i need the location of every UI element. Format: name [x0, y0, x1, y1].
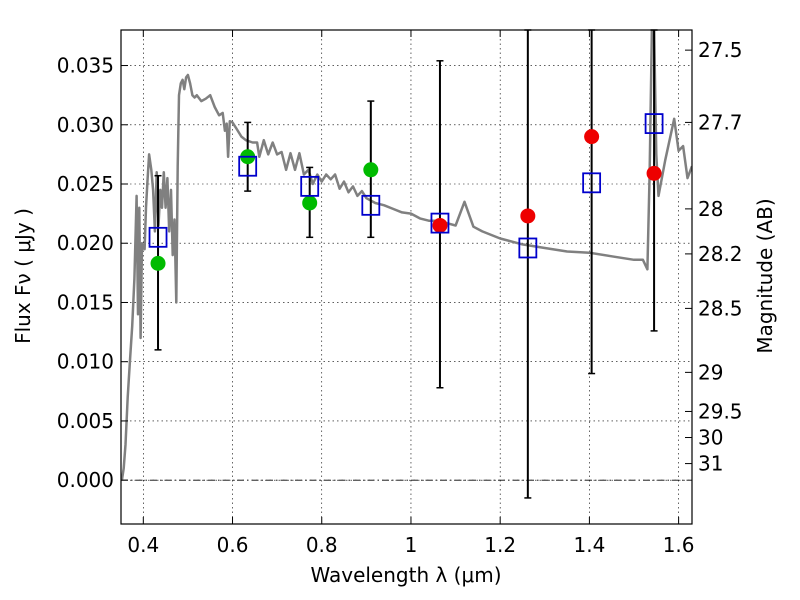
y2-tick-label: 31: [698, 452, 723, 476]
x-tick-label: 1.6: [663, 533, 695, 557]
photometry-point: [302, 195, 318, 211]
x-axis-title: Wavelength λ (μm): [310, 563, 501, 587]
model-square-marker: [430, 212, 450, 234]
data-points: [148, 113, 664, 271]
photometry-point: [432, 217, 448, 233]
model-square-marker: [582, 172, 602, 194]
y2-tick-label: 27.7: [698, 110, 743, 134]
y-tick-label: 0.005: [57, 409, 114, 433]
model-square-marker: [148, 226, 168, 248]
y2-tick-label: 29: [698, 360, 723, 384]
grid: [121, 30, 692, 524]
y2-tick-label: 28.2: [698, 242, 743, 266]
photometry-point: [150, 255, 166, 271]
x-tick-label: 1.2: [484, 533, 516, 557]
y2-tick-label: 28.5: [698, 296, 743, 320]
template-spectrum: [121, 30, 692, 481]
photometry-point: [520, 208, 536, 224]
y2-tick-label: 29.5: [698, 399, 743, 423]
x-tick-label: 0.4: [127, 533, 159, 557]
axis-ticks: 0.4 0.6 0.8 1 1.2 1.4 1.6 0.000 0.005 0.010 0.015 0…: [57, 30, 743, 557]
y-tick-label: 0.035: [57, 54, 114, 78]
plot-frame: [120, 29, 693, 525]
photometry-point: [584, 129, 600, 145]
y-tick-label: 0.015: [57, 290, 114, 314]
model-square-marker: [238, 155, 258, 177]
y2-axis-title: Magnitude (AB): [753, 198, 777, 353]
photometry-point: [363, 162, 379, 178]
y-axis-title: Flux Fν ( μJy ): [11, 208, 35, 344]
model-square-marker: [300, 175, 320, 197]
x-tick-label: 1.4: [573, 533, 605, 557]
y-tick-label: 0.025: [57, 172, 114, 196]
x-tick-label: 0.8: [306, 533, 338, 557]
photometry-point: [646, 165, 662, 181]
y2-tick-label: 30: [698, 426, 723, 450]
model-square-marker: [644, 113, 664, 134]
x-tick-label: 1: [405, 533, 418, 557]
y-tick-label: 0.010: [57, 350, 114, 374]
error-bars: [154, 29, 658, 499]
y2-tick-label: 28: [698, 197, 723, 221]
y2-tick-label: 27.5: [698, 38, 743, 62]
x-tick-label: 0.6: [217, 533, 249, 557]
y-tick-label: 0.030: [57, 113, 114, 137]
y-tick-label: 0.020: [57, 231, 114, 255]
spectrum-line: [121, 30, 692, 481]
y-tick-label: 0.000: [57, 468, 114, 492]
model-square-marker: [518, 237, 538, 259]
model-square-marker: [361, 194, 381, 216]
